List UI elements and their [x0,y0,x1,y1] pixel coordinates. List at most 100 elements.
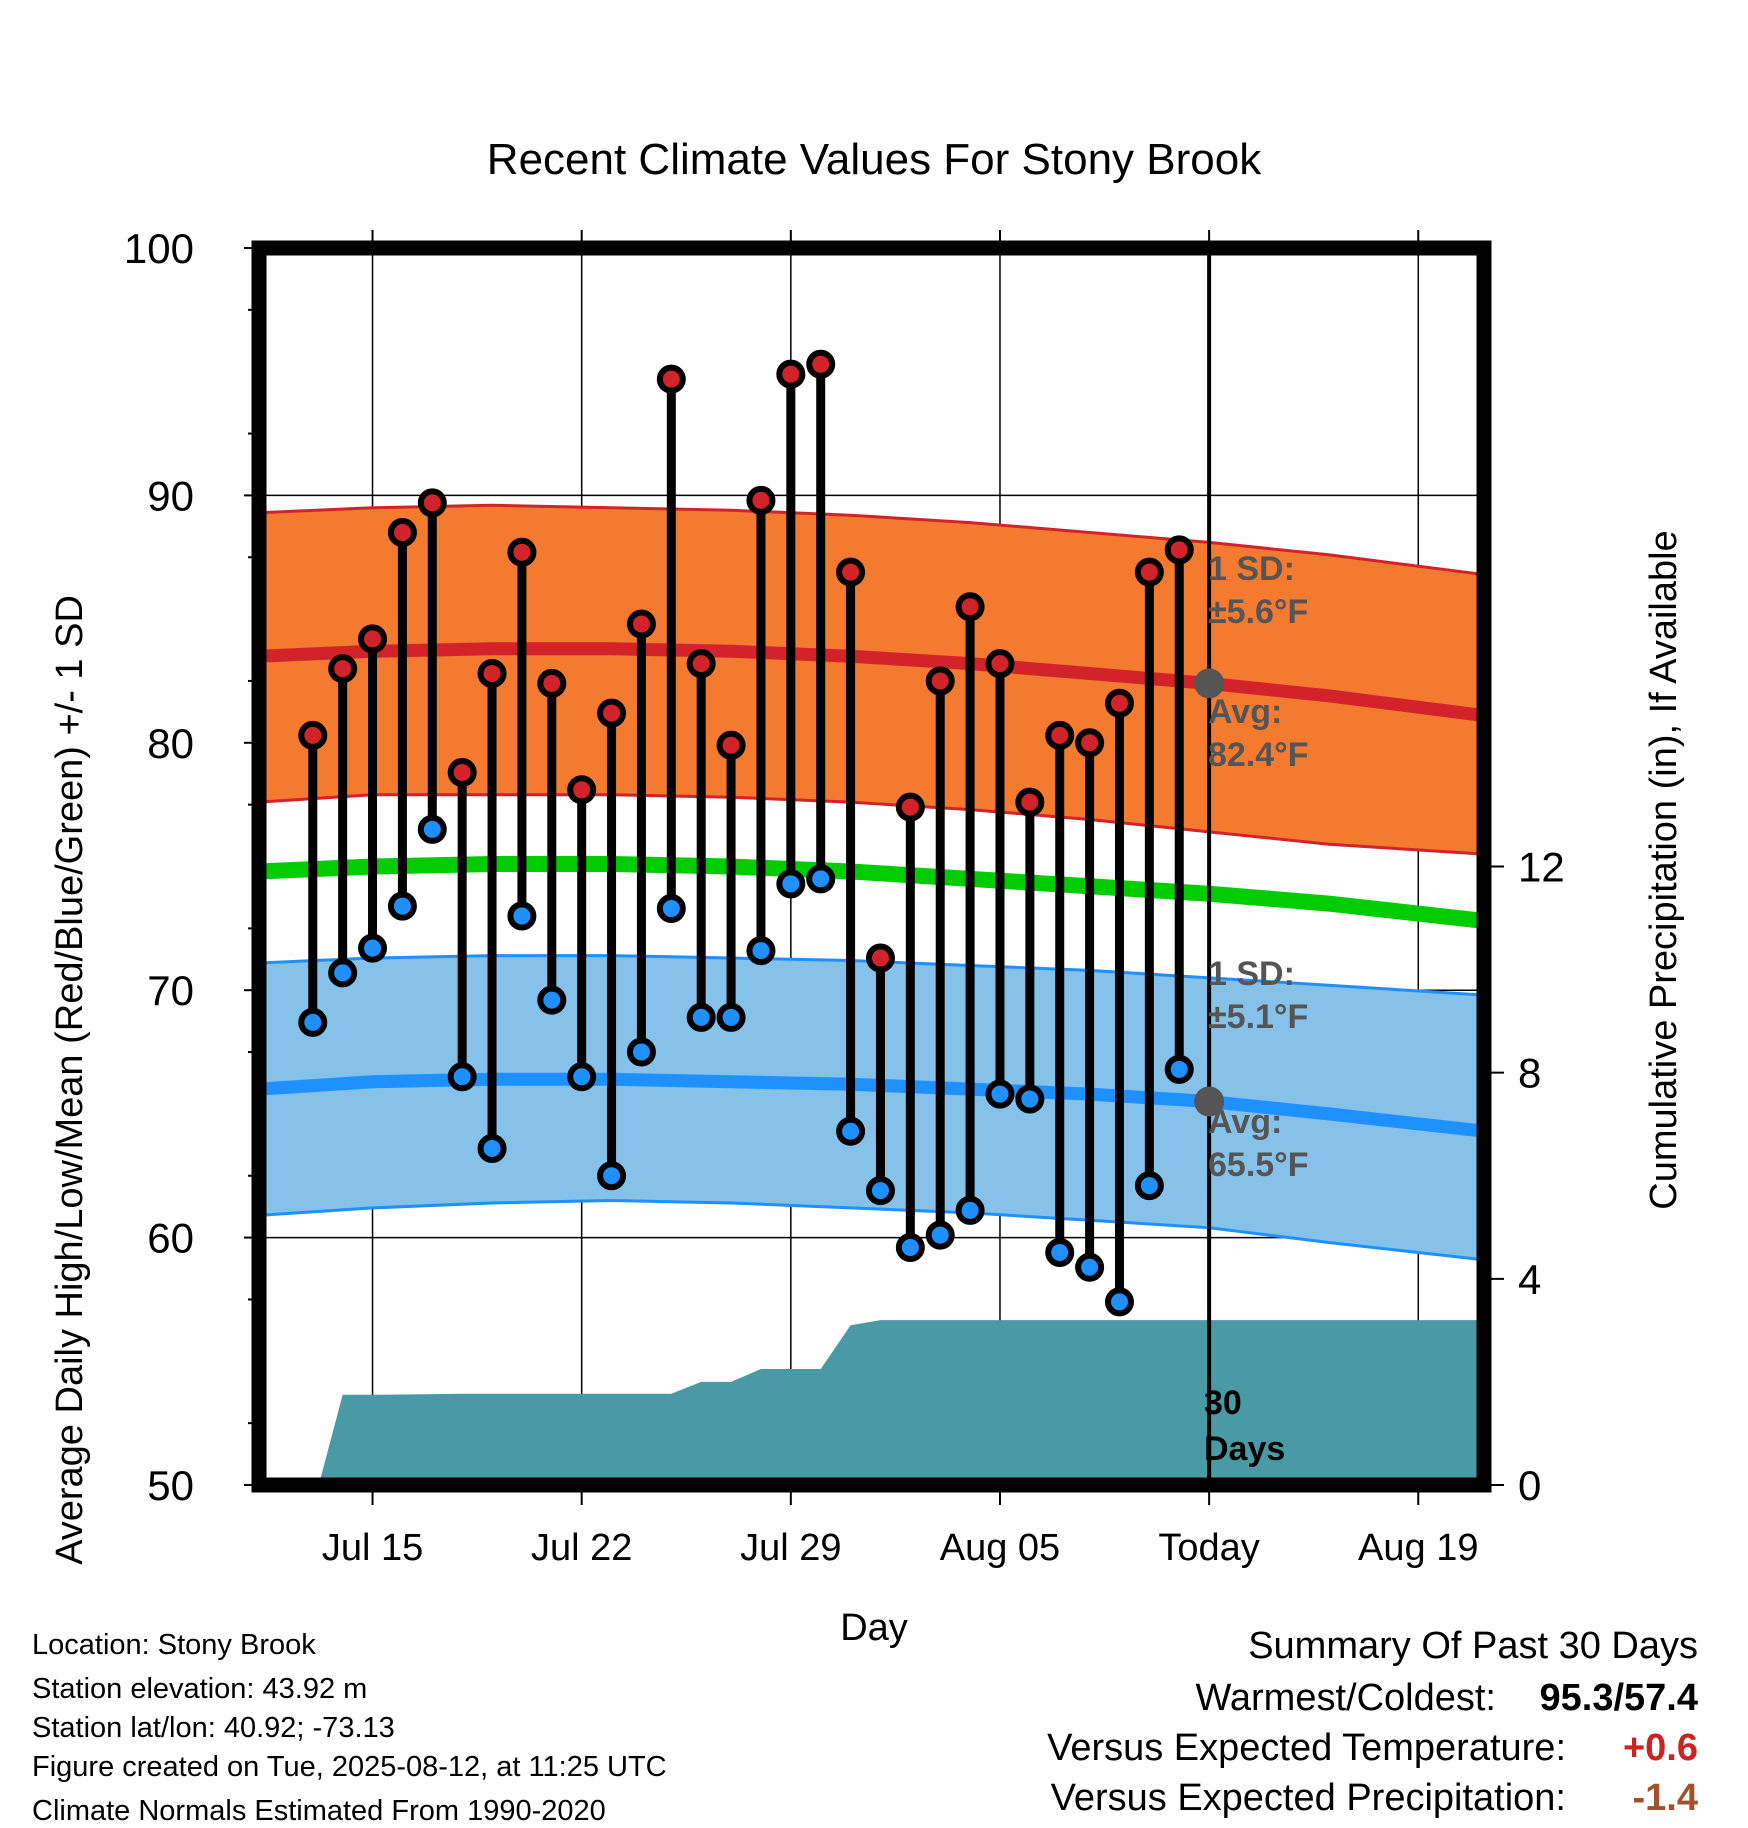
daily-low-point [328,958,358,988]
x-tick-label: Jul 29 [740,1527,841,1569]
summary-warmcold-label: Warmest/Coldest: [1195,1677,1496,1719]
low-sd-value: ±5.1°F [1208,998,1308,1036]
daily-high-point [626,609,656,639]
daily-low-point [806,864,836,894]
daily-low-point [1075,1252,1105,1282]
daily-high-point [447,757,477,787]
summary-warmcold-value: 95.3/57.4 [1540,1677,1698,1719]
daily-high-point [298,720,328,750]
y-tick-label: 60 [147,1215,194,1262]
daily-high-point [1075,728,1105,758]
window-days-word: Days [1204,1430,1285,1468]
daily-high-point [716,730,746,760]
high-sd-annotation: 1 SD: ±5.6°F Avg: 82.4°F [1208,550,1309,774]
low-sd-label: 1 SD: [1208,955,1295,993]
daily-low-point [417,814,447,844]
daily-low-point [358,933,388,963]
daily-low-point [1134,1171,1164,1201]
daily-high-point [358,624,388,654]
y2-tick-label: 8 [1518,1050,1541,1097]
today-high-normal-marker [1194,668,1225,699]
y2-tick-label: 0 [1518,1462,1541,1509]
daily-high-point [746,485,776,515]
daily-high-point [417,488,447,518]
y-tick-label: 90 [147,472,194,519]
daily-high-point [1164,535,1194,565]
daily-low-point [537,985,567,1015]
daily-low-point [387,891,417,921]
chart-title: Recent Climate Values For Stony Brook [487,135,1262,184]
daily-high-point [507,537,537,567]
daily-low-point [1104,1287,1134,1317]
daily-low-point [836,1116,866,1146]
x-tick-label: Jul 22 [531,1527,632,1569]
daily-low-point [656,894,686,924]
daily-low-point [507,901,537,931]
daily-low-point [985,1079,1015,1109]
high-sd-label: 1 SD: [1208,550,1295,588]
y-axis-label: Average Daily High/Low/Mean (Red/Blue/Gr… [49,595,91,1565]
daily-high-point [537,668,567,698]
y-tick-label: 70 [147,967,194,1014]
daily-low-point [1164,1054,1194,1084]
daily-high-point [925,666,955,696]
y-tick-label: 100 [124,225,194,272]
summary-temp-label: Versus Expected Temperature: [1047,1727,1566,1769]
daily-high-point [597,698,627,728]
y-tick-label: 50 [147,1462,194,1509]
daily-high-point [686,649,716,679]
footer-normals: Climate Normals Estimated From 1990-2020 [32,1795,606,1827]
high-sd-band-upper-edge [258,503,1485,577]
daily-low-point [597,1161,627,1191]
high-sd-value: ±5.6°F [1208,593,1308,631]
y2-tick-label: 12 [1518,844,1565,891]
daily-low-point [955,1195,985,1225]
daily-low-point [477,1134,507,1164]
daily-high-point [776,359,806,389]
daily-low-point [447,1062,477,1092]
axes: 50 60 70 80 90 100 0 4 8 12 Jul 15 Jul 22 Jul 29 Aug … [124,225,1565,1569]
daily-high-point [806,349,836,379]
daily-high-point [1045,720,1075,750]
daily-high-point [1104,688,1134,718]
footer-location: Location: Stony Brook [32,1629,316,1661]
mean-average-line [258,856,1485,929]
daily-low-point [1015,1084,1045,1114]
daily-high-point [1015,787,1045,817]
daily-low-point [626,1037,656,1067]
high-sd-band [259,505,1484,855]
daily-low-point [686,1002,716,1032]
footer-info: Location: Stony Brook Station elevation:… [32,1629,667,1827]
low-sd-annotation: 1 SD: ±5.1°F Avg: 65.5°F [1208,955,1309,1184]
summary-temp-value: +0.6 [1623,1727,1698,1769]
daily-high-point [567,775,597,805]
daily-high-point [865,943,895,973]
daily-high-point [836,557,866,587]
daily-high-point [328,654,358,684]
daily-low-point [865,1176,895,1206]
x-tick-label: Today [1158,1527,1259,1569]
daily-low-point [925,1220,955,1250]
summary-precip-value: -1.4 [1633,1777,1698,1819]
daily-low-point [298,1007,328,1037]
daily-high-point [477,659,507,689]
today-low-normal-marker [1194,1086,1225,1117]
daily-low-point [567,1062,597,1092]
plot-area: 50 60 70 80 90 100 0 4 8 12 Jul 15 Jul 22 Jul 29 Aug … [124,225,1565,1569]
summary-precip-label: Versus Expected Precipitation: [1051,1777,1566,1819]
daily-high-point [656,364,686,394]
footer-latlon: Station lat/lon: 40.92; -73.13 [32,1712,395,1744]
daily-low-point [776,869,806,899]
precip-area [318,1320,1484,1485]
daily-low-point [746,936,776,966]
x-axis-label: Day [840,1607,908,1649]
summary-title: Summary Of Past 30 Days [1248,1625,1698,1667]
footer-created: Figure created on Tue, 2025-08-12, at 11… [32,1751,667,1783]
daily-high-point [895,792,925,822]
low-sd-band-lower-edge [258,1198,1485,1262]
low-avg-label: Avg: [1208,1103,1282,1141]
summary-panel: Summary Of Past 30 Days Warmest/Coldest:… [1047,1625,1698,1819]
y2-axis-label: Cumulative Precipitation (in), If Availa… [1643,530,1685,1209]
high-avg-value: 82.4°F [1208,736,1309,774]
